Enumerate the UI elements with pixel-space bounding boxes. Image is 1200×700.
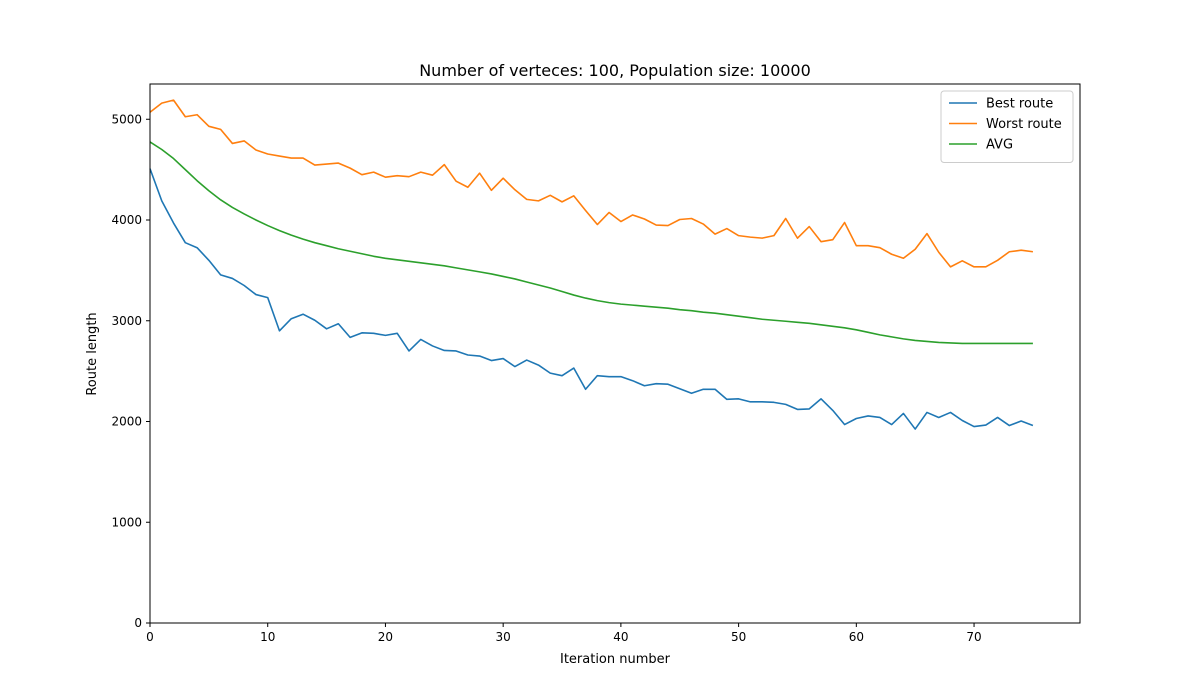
series-layer [149, 99, 1034, 430]
legend: Best route Worst route AVG [940, 90, 1074, 163]
plot-area [150, 84, 1080, 623]
y-axis-label: Route length [85, 312, 100, 395]
y-tick-label: 0 [134, 616, 142, 630]
series-line-0 [149, 168, 1034, 430]
series-line-1 [149, 99, 1034, 268]
axes-frame [149, 83, 1081, 624]
series-line-2 [149, 141, 1033, 345]
x-tick-label: 10 [260, 630, 275, 644]
y-tick-label: 1000 [111, 515, 142, 529]
y-tick-label: 2000 [111, 415, 142, 429]
x-axis-label: Iteration number [560, 652, 671, 667]
chart-title: Number of verteces: 100, Population size… [419, 61, 811, 80]
x-tick-label: 30 [496, 630, 511, 644]
legend-label-0: Best route [986, 97, 1053, 112]
legend-label-2: AVG [986, 138, 1013, 153]
axes-layer: 0 10 20 30 40 50 60 70 0 1000 2000 3000 4000 5000 [111, 83, 1081, 644]
x-tick-label: 0 [146, 630, 154, 644]
x-tick-label: 40 [613, 630, 628, 644]
y-tick-label: 5000 [111, 112, 142, 126]
x-tick-label: 50 [731, 630, 746, 644]
x-tick-label: 20 [378, 630, 393, 644]
x-tick-label: 70 [966, 630, 981, 644]
x-tick-label: 60 [849, 630, 864, 644]
y-tick-label: 4000 [111, 213, 142, 227]
y-tick-label: 3000 [111, 314, 142, 328]
legend-label-1: Worst route [986, 117, 1062, 132]
